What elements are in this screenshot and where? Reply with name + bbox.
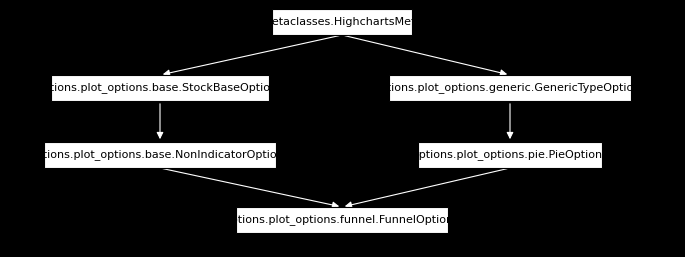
- FancyBboxPatch shape: [389, 75, 631, 101]
- FancyBboxPatch shape: [271, 9, 412, 35]
- Text: options.plot_options.pie.PieOptions: options.plot_options.pie.PieOptions: [412, 150, 608, 160]
- FancyBboxPatch shape: [44, 142, 276, 168]
- FancyBboxPatch shape: [51, 75, 269, 101]
- Text: options.plot_options.generic.GenericTypeOptions: options.plot_options.generic.GenericType…: [373, 82, 647, 94]
- FancyBboxPatch shape: [418, 142, 602, 168]
- Text: options.plot_options.funnel.FunnelOptions: options.plot_options.funnel.FunnelOption…: [225, 215, 460, 225]
- Text: options.plot_options.base.StockBaseOptions: options.plot_options.base.StockBaseOptio…: [36, 82, 284, 94]
- Text: metaclasses.HighchartsMeta: metaclasses.HighchartsMeta: [262, 17, 423, 27]
- Text: options.plot_options.base.NonIndicatorOptions: options.plot_options.base.NonIndicatorOp…: [29, 150, 290, 160]
- FancyBboxPatch shape: [236, 207, 449, 233]
